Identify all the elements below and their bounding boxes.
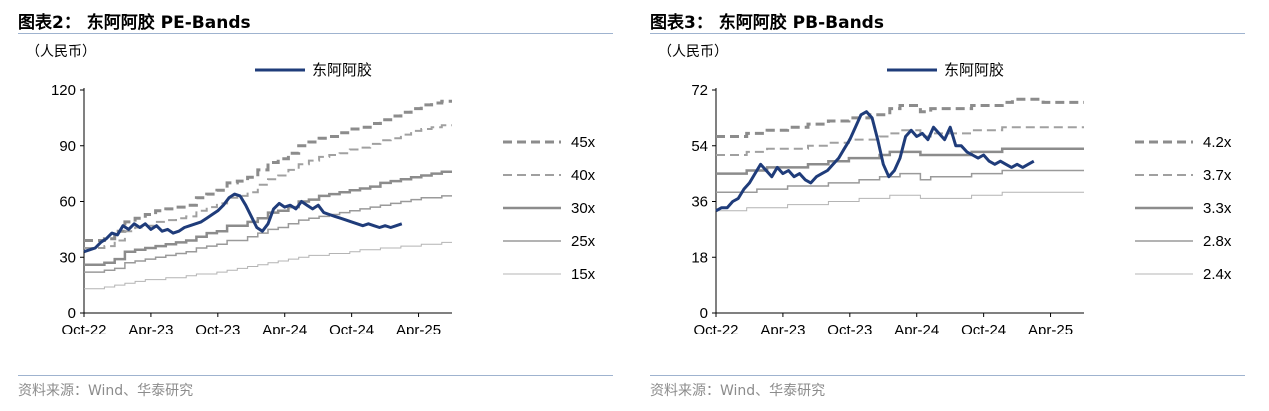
- x-tick-label: Oct-24: [961, 322, 1006, 334]
- band-line-25x: [84, 195, 452, 273]
- band-line-40x: [84, 124, 452, 249]
- band-line-4.2x: [716, 97, 1084, 138]
- band-line-3.3x: [716, 147, 1084, 175]
- band-legend-label: 2.4x: [1203, 266, 1232, 283]
- band-legend-label: 25x: [571, 233, 596, 250]
- x-tick-label: Apr-24: [262, 322, 307, 334]
- pb-bands-chart: （人民币） 0 18 36 54 72 Oct-22 Apr-23 Oct-23 Apr-24 Oc…: [658, 44, 1232, 334]
- pe-chart-source: 资料来源：Wind、华泰研究: [18, 383, 194, 399]
- band-legend-label: 2.8x: [1203, 233, 1232, 250]
- price-legend-label: 东阿阿胶: [312, 61, 372, 79]
- x-tick-label: Apr-24: [894, 322, 939, 334]
- title-divider: [18, 33, 613, 34]
- pb-chart-title: 图表3： 东阿阿胶 PB-Bands: [650, 13, 884, 33]
- pe-bands-panel: 图表2： 东阿阿胶 PE-Bands （人民币） 0 30 60 90 120 Oct-22…: [18, 0, 613, 411]
- y-tick-label: 54: [691, 138, 708, 155]
- band-line-3.7x: [716, 126, 1084, 156]
- y-tick-label: 60: [59, 194, 76, 211]
- x-tick-label: Oct-22: [61, 322, 106, 334]
- price-series-line: [715, 110, 1035, 213]
- band-legend-label: 40x: [571, 167, 596, 184]
- y-tick-label: 0: [68, 305, 76, 322]
- band-legend-label: 3.3x: [1203, 200, 1232, 217]
- y-tick-label: 90: [59, 138, 76, 155]
- pe-bands-chart: （人民币） 0 30 60 90 120 Oct-22 Apr-23 Oct-23 Apr-24 O…: [26, 44, 596, 334]
- x-tick-label: Oct-23: [827, 322, 872, 334]
- y-tick-label: 72: [691, 82, 708, 99]
- x-tick-label: Oct-24: [329, 322, 374, 334]
- y-tick-label: 36: [691, 194, 708, 211]
- band-line-2.4x: [716, 191, 1084, 212]
- x-tick-label: Oct-23: [195, 322, 240, 334]
- y-unit-label: （人民币）: [658, 44, 728, 60]
- y-tick-label: 0: [700, 305, 708, 322]
- x-tick-label: Oct-22: [693, 322, 738, 334]
- y-tick-label: 120: [51, 82, 76, 99]
- band-legend-label: 15x: [571, 266, 596, 283]
- band-legend-label: 45x: [571, 134, 596, 151]
- band-line-2.8x: [716, 169, 1084, 193]
- band-legend-label: 4.2x: [1203, 134, 1232, 151]
- band-legend-label: 30x: [571, 200, 596, 217]
- x-tick-label: Apr-25: [396, 322, 441, 334]
- y-tick-label: 30: [59, 249, 76, 266]
- price-legend-label: 东阿阿胶: [944, 61, 1004, 79]
- source-divider: [650, 375, 1245, 376]
- x-tick-label: Apr-23: [760, 322, 805, 334]
- band-legend-label: 3.7x: [1203, 167, 1232, 184]
- title-divider: [650, 33, 1245, 34]
- y-unit-label: （人民币）: [26, 44, 96, 60]
- y-tick-label: 18: [691, 249, 708, 266]
- band-line-45x: [84, 99, 452, 242]
- pb-bands-panel: 图表3： 东阿阿胶 PB-Bands （人民币） 0 18 36 54 72 Oct-22 A…: [650, 0, 1245, 411]
- x-tick-label: Apr-23: [128, 322, 173, 334]
- price-series-line: [83, 192, 403, 254]
- x-tick-label: Apr-25: [1028, 322, 1073, 334]
- pb-chart-source: 资料来源：Wind、华泰研究: [650, 383, 826, 399]
- band-line-15x: [84, 241, 452, 290]
- pe-chart-title: 图表2： 东阿阿胶 PE-Bands: [18, 13, 251, 33]
- source-divider: [18, 375, 613, 376]
